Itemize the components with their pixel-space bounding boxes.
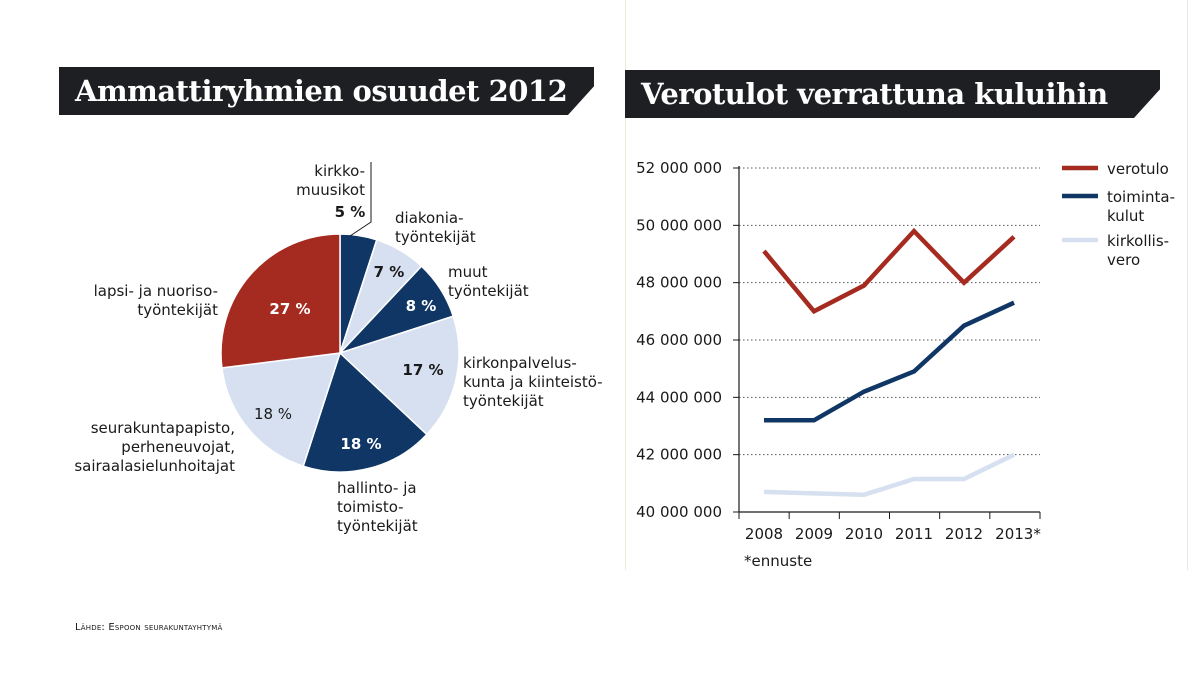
pie-category-label: muut työntekijät xyxy=(448,263,529,300)
pie-leader-line xyxy=(349,162,372,237)
pie-slice xyxy=(302,351,428,473)
pie-value-label: 5 % xyxy=(335,203,366,221)
source-text: Lähde: Espoon seurakuntayhtymä xyxy=(75,622,223,633)
line-chart-title: Verotulot verrattuna kuluihin xyxy=(625,70,1160,118)
series-line xyxy=(763,452,1015,498)
x-tick-label: 2008 xyxy=(745,525,783,543)
panel-divider xyxy=(625,0,626,570)
series-line xyxy=(764,300,1015,423)
y-tick-label: 40 000 000 xyxy=(636,503,722,521)
line-panel: Verotulot verrattuna kuluihin *ennuste 4… xyxy=(625,0,1200,570)
pie-chart: kirkko-muusikot 5 % diakonia-työntekijät 7 … xyxy=(74,162,603,535)
source-note: Lähde: Espoon seurakuntayhtymä xyxy=(75,622,222,633)
line-chart: *ennuste 40 000 000 42 000 000 44 000 000 4… xyxy=(636,159,1175,570)
pie-category-label: lapsi- ja nuoriso-työntekijät xyxy=(94,282,219,319)
pie-panel: Ammattiryhmien osuudet 2012 kirkko-muusi… xyxy=(0,0,620,570)
pie-category-label: kirkonpalvelus-kunta ja kiinteistö-työnt… xyxy=(463,354,603,410)
y-tick-label: 52 000 000 xyxy=(636,159,722,177)
pie-value-label: 27 % xyxy=(269,300,310,318)
y-tick-label: 48 000 000 xyxy=(636,274,722,292)
pie-value-label: 7 % xyxy=(374,263,405,281)
pie-chart-title: Ammattiryhmien osuudet 2012 xyxy=(59,67,594,115)
y-tick-label: 46 000 000 xyxy=(636,331,722,349)
x-tick-label: 2009 xyxy=(795,525,833,543)
pie-category-label: hallinto- ja toimisto-työntekijät xyxy=(337,479,418,535)
right-edge-line xyxy=(1187,0,1188,570)
pie-value-label: 17 % xyxy=(402,361,443,379)
y-tick-label: 50 000 000 xyxy=(636,216,722,234)
pie-category-label: seurakuntapapisto, perheneuvojat, sairaala… xyxy=(74,419,235,475)
pie-value-label: 18 % xyxy=(254,405,292,423)
x-tick-label: 2013* xyxy=(995,525,1041,543)
x-tick-label: 2012 xyxy=(945,525,983,543)
pie-slice xyxy=(221,352,342,468)
pie-slice xyxy=(338,315,460,436)
pie-category-label: diakonia-työntekijät xyxy=(395,209,476,246)
pie-slice xyxy=(220,233,341,369)
legend-label: kirkollis-vero xyxy=(1107,232,1169,269)
x-tick-label: 2011 xyxy=(895,525,933,543)
series-line xyxy=(762,227,1016,315)
y-tick-label: 42 000 000 xyxy=(636,446,722,464)
footnote-ennuste: *ennuste xyxy=(744,552,812,570)
pie-value-label: 8 % xyxy=(406,297,437,315)
legend-label: verotulo xyxy=(1107,160,1169,178)
pie-category-label: kirkko-muusikot xyxy=(296,162,365,199)
x-tick-label: 2010 xyxy=(845,525,883,543)
legend-label: toiminta-kulut xyxy=(1107,188,1175,225)
pie-value-label: 18 % xyxy=(340,435,381,453)
y-tick-label: 44 000 000 xyxy=(636,388,722,406)
